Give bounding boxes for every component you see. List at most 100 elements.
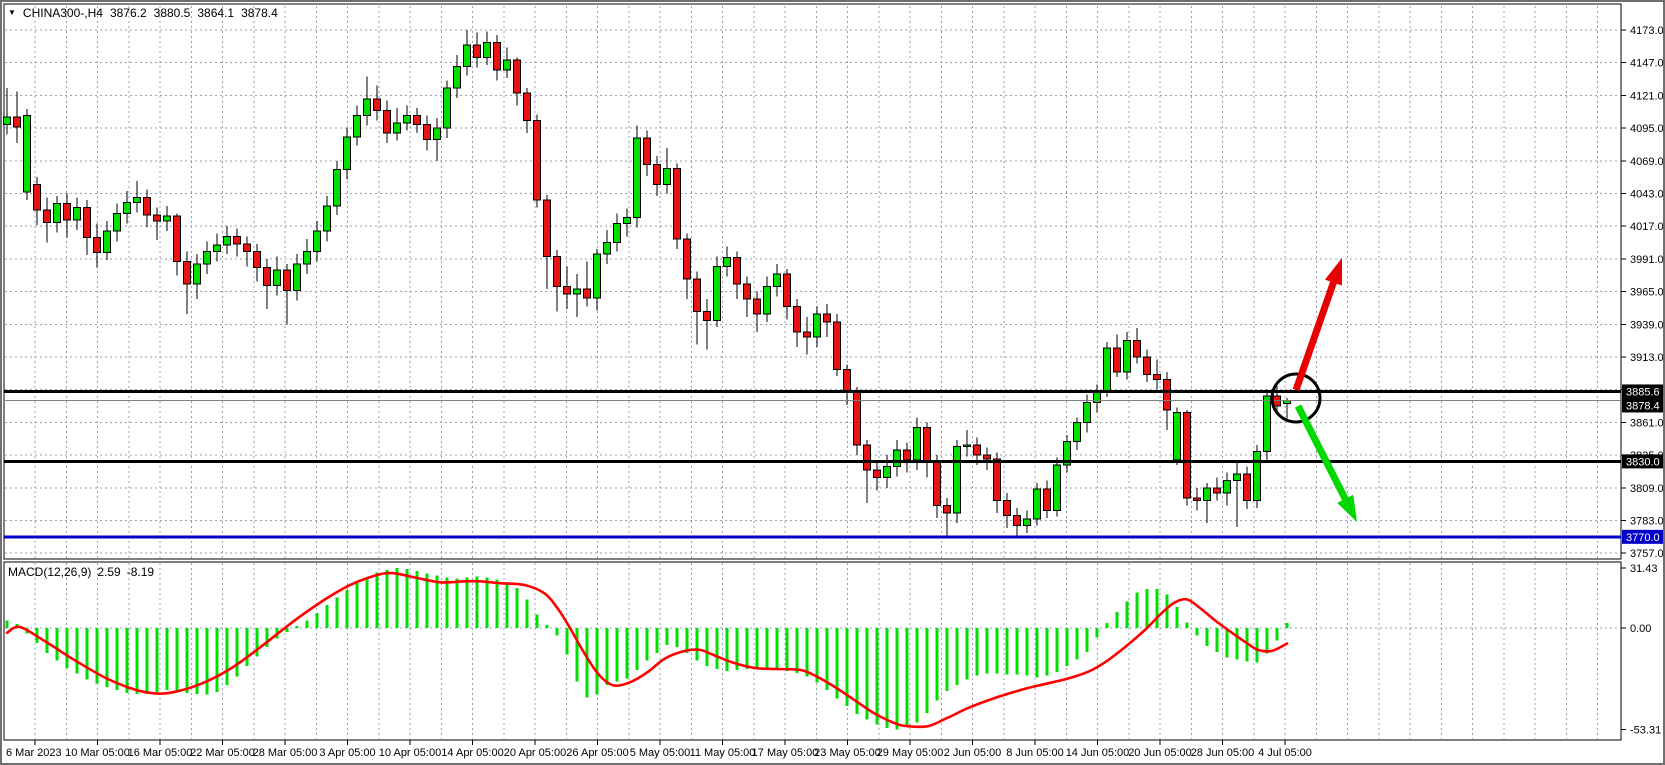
candle-body	[93, 237, 101, 254]
candle-body	[933, 462, 941, 506]
price-tick-label: 3757.0	[1630, 548, 1664, 560]
macd-signal-value: -8.19	[126, 565, 155, 579]
candle-body	[1003, 499, 1011, 516]
candle-body	[1213, 487, 1221, 494]
candle-body	[693, 278, 701, 313]
price-tag-label: 3770.0	[1626, 532, 1660, 544]
price-tick-label: 4147.0	[1630, 58, 1664, 70]
candle-body	[1073, 421, 1081, 442]
candle-body	[793, 306, 801, 333]
candle-body	[403, 115, 411, 124]
price-tick-label: 4043.0	[1630, 189, 1664, 201]
candle-body	[713, 265, 721, 322]
candle-body	[813, 313, 821, 338]
candle-body	[593, 253, 601, 299]
macd-tick-label: 31.43	[1630, 563, 1658, 575]
price-tick-label: 3809.0	[1630, 483, 1664, 495]
candle-body	[283, 269, 291, 291]
candle-body	[673, 167, 681, 240]
entry-circle[interactable]	[1270, 372, 1322, 424]
symbol-dropdown-icon[interactable]: ▼	[8, 8, 16, 17]
candle-body	[1103, 347, 1111, 392]
candle-body	[843, 369, 851, 393]
candle-body	[873, 469, 881, 479]
candle-body	[763, 286, 771, 315]
price-tag	[1622, 398, 1665, 413]
macd-tick-label: -53.31	[1630, 725, 1661, 737]
time-tick-label: 17 May 05:00	[752, 747, 819, 759]
candle-body	[263, 267, 271, 286]
price-tick-label: 3939.0	[1630, 319, 1664, 331]
price-tick-label: 4095.0	[1630, 123, 1664, 135]
candle-body	[443, 87, 451, 129]
trend-arrow-down-head[interactable]	[1337, 494, 1357, 522]
candle-body	[623, 216, 631, 225]
candle-body	[643, 137, 651, 166]
candle-body	[3, 116, 11, 125]
candle-body	[433, 127, 441, 140]
candle-body	[923, 426, 931, 464]
candle-body	[173, 215, 181, 262]
trend-arrow-up-head[interactable]	[1324, 258, 1342, 286]
candle-body	[753, 298, 761, 315]
candle-body	[613, 223, 621, 244]
candle-body	[1063, 440, 1071, 466]
price-tag-label: 3885.6	[1626, 386, 1660, 398]
time-tick-label: 20 Jun 05:00	[1128, 747, 1192, 759]
candle-body	[603, 242, 611, 255]
candle-body	[893, 449, 901, 467]
price-tick-label: 4017.0	[1630, 221, 1664, 233]
candle-body	[193, 263, 201, 285]
candle-body	[773, 273, 781, 288]
candle-body	[573, 288, 581, 295]
candle-body	[833, 321, 841, 371]
candle-body	[373, 98, 381, 111]
time-tick-label: 26 Apr 05:00	[566, 747, 628, 759]
candle-body	[783, 273, 791, 308]
candle-body	[953, 445, 961, 514]
candle-body	[533, 120, 541, 201]
candle-body	[413, 115, 421, 125]
candle-body	[353, 115, 361, 138]
candle-body	[683, 238, 691, 280]
candle-body	[943, 504, 951, 514]
price-tick-label: 3991.0	[1630, 254, 1664, 266]
candle-body	[663, 167, 671, 186]
time-tick-label: 2 Jun 05:00	[944, 747, 1002, 759]
candle-body	[523, 92, 531, 122]
candle-body	[1053, 464, 1061, 511]
candle-body	[13, 116, 21, 128]
macd-panel-border	[3, 561, 1622, 741]
candle-body	[463, 44, 471, 67]
candle-body	[343, 136, 351, 171]
time-tick-label: 28 Mar 05:00	[253, 747, 318, 759]
candle-body	[1083, 401, 1091, 423]
time-tick-label: 11 May 05:00	[690, 747, 756, 759]
time-tick-label: 14 Apr 05:00	[441, 747, 503, 759]
candle-body	[103, 230, 111, 254]
trend-arrow-up-shaft[interactable]	[1292, 277, 1339, 392]
time-tick-label: 8 Jun 05:00	[1006, 747, 1064, 759]
time-tick-label: 10 Mar 05:00	[65, 747, 130, 759]
price-tick-label: 3783.0	[1630, 516, 1664, 528]
trend-arrow-down-shaft[interactable]	[1294, 404, 1351, 504]
candle-body	[733, 257, 741, 285]
candle-body	[1273, 395, 1281, 407]
candle-body	[1173, 411, 1181, 461]
candle-body	[583, 288, 591, 299]
candle-body	[333, 169, 341, 207]
candle-body	[123, 201, 131, 215]
candle-body	[1243, 473, 1251, 501]
candle-body	[423, 123, 431, 140]
candle-body	[903, 449, 911, 461]
candle-body	[53, 203, 61, 223]
price-tag	[1622, 529, 1665, 544]
candle-body	[163, 215, 171, 222]
candle-body	[73, 206, 81, 221]
candle-body	[113, 213, 121, 232]
price-tag-label: 3830.0	[1626, 456, 1660, 468]
candle-body	[203, 250, 211, 265]
candle-body	[483, 42, 491, 59]
candle-body	[83, 206, 91, 239]
candle-body	[913, 426, 921, 461]
